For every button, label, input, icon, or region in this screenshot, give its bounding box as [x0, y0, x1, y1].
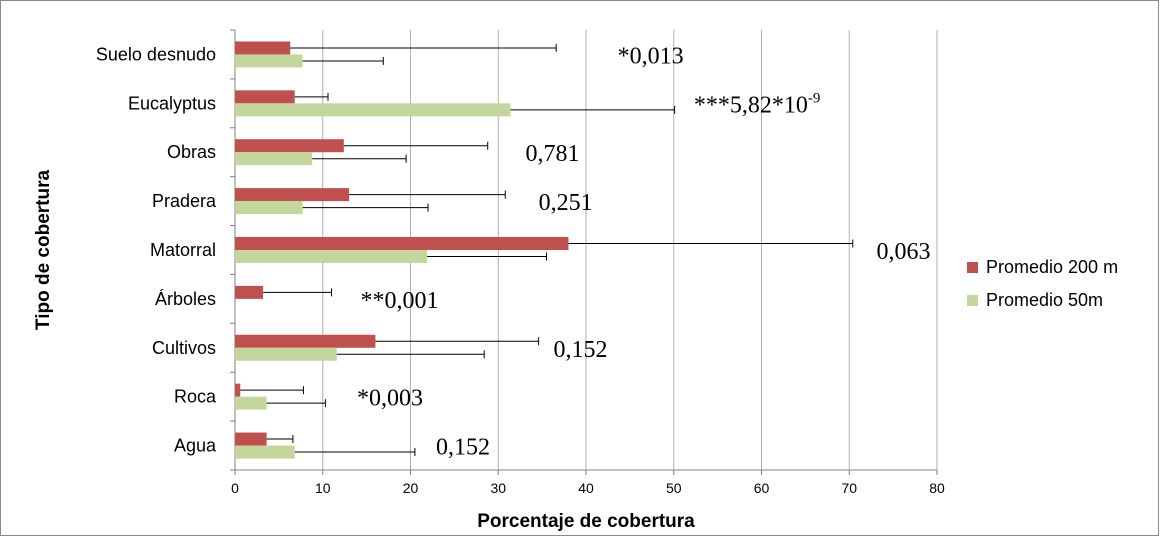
bar	[235, 396, 267, 410]
x-tick-label: 80	[929, 480, 945, 496]
bar	[235, 201, 303, 215]
category-label: Suelo desnudo	[96, 44, 216, 64]
bar	[235, 139, 344, 153]
legend-label-200m: Promedio 200 m	[986, 257, 1119, 277]
bar	[235, 383, 241, 397]
bar	[235, 432, 267, 446]
y-axis-title: Tipo de cobertura	[33, 170, 54, 331]
bar	[235, 237, 569, 250]
x-tick-label: 10	[315, 480, 331, 496]
bar	[235, 347, 337, 361]
category-label: Agua	[174, 436, 217, 456]
annotation-label: 0,781	[525, 141, 579, 167]
bar	[235, 250, 428, 263]
bar	[235, 54, 303, 68]
bar	[235, 90, 295, 104]
x-tick-label: 30	[490, 480, 506, 496]
bar	[235, 334, 376, 348]
annotation-label: *0,003	[357, 386, 423, 412]
x-tick-label: 20	[403, 480, 419, 496]
x-tick-label: 60	[754, 480, 770, 496]
category-label: Matorral	[150, 240, 216, 260]
annotation-label: 0,251	[539, 190, 593, 216]
legend-swatch-200m	[967, 262, 978, 273]
category-label: Pradera	[152, 191, 217, 211]
bar	[235, 152, 313, 166]
annotation-label: **0,001	[360, 288, 438, 314]
bar	[235, 103, 511, 117]
annotation-label: 0,063	[876, 239, 930, 265]
annotation-label: *0,013	[618, 43, 684, 69]
legend-label-50m: Promedio 50m	[986, 290, 1104, 310]
x-axis-title: Porcentaje de cobertura	[477, 511, 695, 532]
x-tick-label: 50	[666, 480, 682, 496]
category-label: Obras	[167, 142, 216, 162]
category-label: Cultivos	[152, 338, 216, 358]
legend: Promedio 200 m Promedio 50m	[967, 251, 1118, 317]
category-label: Eucalyptus	[128, 93, 216, 113]
bar	[235, 285, 264, 299]
bar	[235, 41, 291, 55]
x-tick-label: 0	[231, 480, 239, 496]
annotation-label: 0,152	[554, 337, 608, 363]
legend-item-50m: Promedio 50m	[967, 284, 1118, 317]
category-label: Roca	[174, 387, 217, 407]
bar	[235, 188, 350, 202]
annotation-label: 0,152	[436, 435, 490, 461]
legend-item-200m: Promedio 200 m	[967, 251, 1118, 284]
annotation-label: ***5,82*10-9	[694, 90, 821, 118]
bar	[235, 445, 295, 459]
x-tick-label: 70	[841, 480, 857, 496]
x-tick-label: 40	[578, 480, 594, 496]
category-label: Árboles	[155, 289, 216, 309]
legend-swatch-50m	[967, 295, 978, 306]
